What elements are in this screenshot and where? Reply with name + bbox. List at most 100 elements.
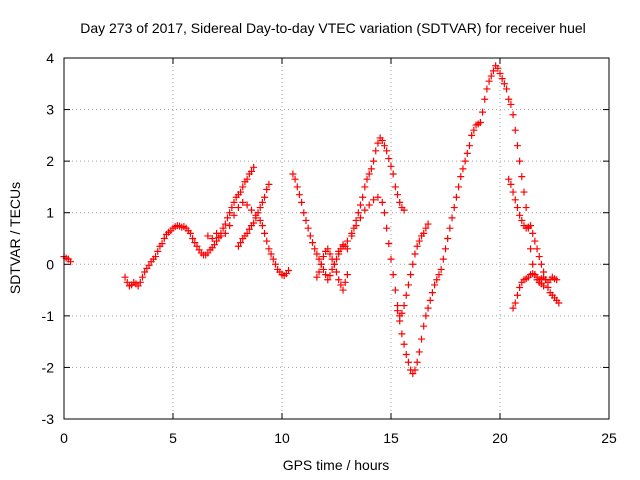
data-point	[367, 165, 375, 173]
data-point	[219, 224, 227, 232]
data-point	[424, 220, 432, 228]
data-point	[507, 180, 515, 188]
data-point	[442, 245, 449, 253]
data-point	[394, 307, 402, 315]
data-point	[372, 147, 380, 155]
data-point	[265, 180, 273, 188]
data-point	[341, 278, 349, 286]
data-point	[444, 235, 452, 242]
data-point	[365, 170, 373, 178]
data-point	[230, 211, 238, 219]
data-point	[208, 235, 216, 242]
data-point	[138, 273, 146, 281]
data-point	[452, 193, 460, 201]
data-point	[470, 126, 478, 134]
data-point	[411, 366, 419, 374]
data-point	[505, 95, 513, 103]
data-point	[254, 209, 262, 217]
data-point	[300, 209, 308, 217]
data-point	[337, 281, 345, 289]
data-point	[494, 64, 502, 72]
data-point	[481, 95, 489, 103]
data-point	[422, 224, 430, 232]
data-point	[263, 237, 271, 245]
data-point	[511, 299, 519, 307]
data-point	[428, 289, 436, 297]
data-point	[243, 175, 251, 183]
data-point	[309, 239, 317, 247]
data-point	[498, 75, 506, 83]
data-point	[348, 229, 356, 237]
data-point	[315, 255, 323, 263]
data-point	[398, 330, 406, 338]
data-point	[352, 222, 360, 230]
data-point	[409, 260, 417, 268]
data-point	[361, 206, 369, 214]
data-point	[424, 304, 432, 312]
x-tick-label: 5	[169, 430, 177, 446]
data-point	[511, 126, 519, 134]
data-point	[136, 278, 144, 286]
series-seg9	[394, 220, 432, 320]
data-point	[295, 191, 303, 199]
x-axis-label: GPS time / hours	[283, 457, 390, 473]
data-point	[503, 85, 511, 93]
data-point	[247, 206, 255, 214]
data-point	[145, 261, 153, 269]
data-point	[343, 237, 351, 245]
data-point	[457, 173, 465, 181]
data-point	[356, 214, 364, 222]
data-point	[256, 204, 264, 212]
data-point	[516, 157, 524, 165]
data-point	[533, 245, 541, 253]
data-point	[415, 348, 423, 356]
data-point	[304, 224, 312, 232]
data-point	[250, 219, 258, 227]
data-point	[237, 239, 245, 247]
data-point	[335, 247, 343, 255]
data-point	[400, 302, 408, 310]
data-point	[261, 229, 269, 237]
data-point	[330, 260, 338, 268]
data-point	[505, 175, 513, 183]
data-point	[319, 253, 327, 261]
data-point	[398, 309, 406, 317]
data-point	[326, 250, 334, 258]
data-point	[234, 242, 242, 250]
data-point	[483, 85, 491, 93]
data-point	[370, 196, 378, 204]
data-point	[359, 193, 367, 201]
data-point	[263, 186, 271, 194]
data-point	[252, 214, 260, 222]
data-point	[529, 229, 537, 237]
data-point	[289, 170, 297, 178]
y-tick-label: 2	[46, 153, 54, 169]
series-seg7	[335, 134, 408, 255]
data-point	[409, 370, 417, 378]
data-point	[343, 245, 351, 253]
data-point	[247, 167, 255, 175]
x-tick-label: 10	[274, 430, 290, 446]
data-point	[513, 291, 521, 299]
data-point	[402, 351, 410, 359]
data-point	[335, 276, 343, 284]
data-point	[234, 204, 242, 212]
data-point	[413, 242, 421, 250]
data-point	[363, 175, 371, 183]
data-point	[404, 281, 412, 289]
data-point	[479, 108, 487, 116]
grid-lines	[64, 58, 609, 419]
data-point	[389, 271, 397, 279]
data-point	[328, 265, 336, 273]
x-tick-label: 25	[601, 430, 617, 446]
data-point	[387, 162, 395, 170]
data-point	[250, 163, 258, 171]
data-point	[339, 286, 347, 294]
data-point	[311, 245, 319, 253]
data-point	[67, 258, 75, 266]
series-seg2	[121, 163, 258, 290]
data-point	[265, 245, 273, 253]
data-point	[380, 142, 388, 150]
x-tick-label: 0	[60, 430, 68, 446]
data-point	[527, 222, 535, 230]
